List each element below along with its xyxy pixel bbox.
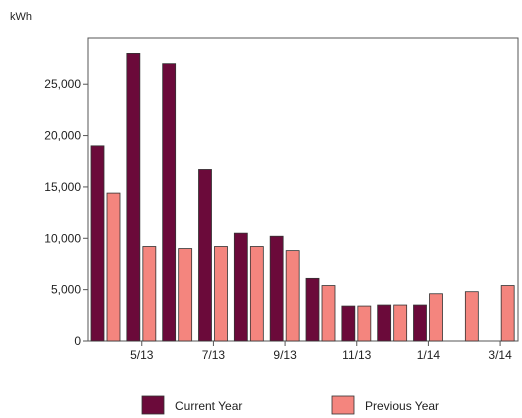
bar-previous-year	[249, 246, 264, 342]
plot-border	[87, 37, 519, 342]
legend: Current Year Previous Year	[141, 395, 439, 415]
bar-current-year	[126, 53, 141, 342]
legend-label: Previous Year	[365, 399, 439, 413]
legend-swatch	[331, 395, 355, 415]
bar-previous-year	[500, 285, 515, 342]
bar-previous-year	[106, 192, 121, 342]
bar-current-year	[198, 169, 212, 342]
bar-previous-year	[285, 250, 300, 342]
x-tick-label: 1/14	[417, 348, 441, 362]
y-axis: 0 5,000 10,000 15,000 20,000 25,000	[44, 77, 88, 348]
y-tick-label: 20,000	[44, 129, 81, 143]
bar-previous-year	[464, 291, 479, 342]
bar-previous-year	[393, 304, 408, 342]
bar-current-year	[377, 304, 392, 342]
y-tick-label: 5,000	[51, 283, 81, 297]
x-axis: 5/13 7/13 9/13 11/13 1/14 3/14	[130, 341, 512, 362]
x-tick-label: 5/13	[130, 348, 154, 362]
bar-current-year	[233, 232, 248, 342]
y-tick-label: 15,000	[44, 180, 81, 194]
bar-previous-year	[357, 305, 372, 342]
bar-current-year	[305, 277, 320, 342]
bar-previous-year	[142, 246, 157, 342]
x-tick-label: 3/14	[488, 348, 512, 362]
bar-current-year	[413, 304, 427, 342]
bar-previous-year	[429, 293, 443, 342]
bar-current-year	[269, 235, 284, 342]
bar-previous-year	[321, 285, 336, 342]
bar-previous-year	[214, 246, 228, 342]
x-tick-label: 7/13	[202, 348, 226, 362]
x-tick-label: 11/13	[342, 348, 371, 362]
legend-swatch	[141, 395, 165, 415]
bar-current-year	[90, 145, 105, 342]
x-tick-label: 9/13	[273, 348, 297, 362]
plot-area	[87, 37, 519, 342]
legend-label: Current Year	[175, 399, 242, 413]
y-tick-label: 25,000	[44, 77, 81, 91]
unit-label: kWh	[10, 11, 32, 23]
bars	[90, 53, 515, 342]
bar-current-year	[341, 305, 356, 342]
bar-current-year	[162, 63, 177, 342]
y-tick-label: 0	[74, 334, 81, 348]
y-tick-label: 10,000	[44, 231, 81, 245]
bar-previous-year	[178, 248, 193, 342]
